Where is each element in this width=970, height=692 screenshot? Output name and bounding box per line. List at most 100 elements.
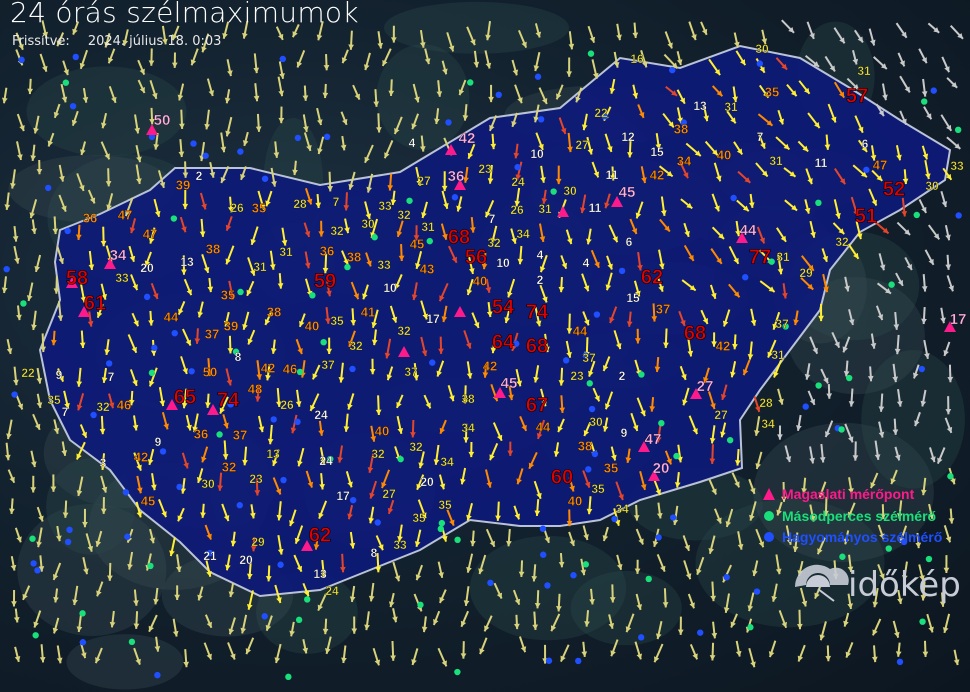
station-dot[interactable] <box>279 55 287 63</box>
station-dot[interactable] <box>429 359 436 366</box>
station-dot[interactable] <box>294 134 302 142</box>
station-dot[interactable] <box>148 369 156 377</box>
station-dot[interactable] <box>645 575 652 583</box>
station-dot[interactable] <box>593 311 601 318</box>
station-dot[interactable] <box>3 265 10 273</box>
station-dot[interactable] <box>374 519 381 526</box>
station-dot[interactable] <box>888 281 895 288</box>
station-dot[interactable] <box>69 102 77 110</box>
station-dot[interactable] <box>18 56 25 64</box>
station-dot[interactable] <box>72 53 79 61</box>
station-dot[interactable] <box>495 91 502 99</box>
station-dot[interactable] <box>122 489 130 496</box>
station-dot[interactable] <box>236 502 243 509</box>
station-dot[interactable] <box>670 514 677 521</box>
station-dot[interactable] <box>406 197 413 204</box>
station-dot[interactable] <box>696 629 704 636</box>
station-dot[interactable] <box>585 466 592 473</box>
high-altitude-marker[interactable] <box>78 306 90 317</box>
station-dot[interactable] <box>925 555 933 563</box>
station-dot[interactable] <box>534 73 542 80</box>
station-dot[interactable] <box>550 188 557 195</box>
station-dot[interactable] <box>839 553 846 560</box>
station-dot[interactable] <box>753 588 761 595</box>
station-dot[interactable] <box>918 365 926 373</box>
station-dot[interactable] <box>237 148 244 155</box>
station-dot[interactable] <box>20 300 27 307</box>
station-dot[interactable] <box>304 596 311 603</box>
station-dot[interactable] <box>79 610 86 617</box>
station-dot[interactable] <box>815 199 822 207</box>
station-dot[interactable] <box>349 365 356 373</box>
station-dot[interactable] <box>487 579 494 587</box>
high-altitude-marker[interactable] <box>690 388 702 399</box>
station-dot[interactable] <box>188 368 195 375</box>
station-dot[interactable] <box>277 561 284 568</box>
station-dot[interactable] <box>730 194 737 202</box>
station-dot[interactable] <box>669 66 676 74</box>
station-dot[interactable] <box>900 538 908 546</box>
station-dot[interactable] <box>545 657 553 664</box>
station-dot[interactable] <box>673 452 680 460</box>
high-altitude-marker[interactable] <box>445 144 457 155</box>
station-dot[interactable] <box>723 574 730 581</box>
station-dot[interactable] <box>838 426 845 433</box>
station-dot[interactable] <box>34 567 41 574</box>
station-dot[interactable] <box>601 113 608 120</box>
station-dot[interactable] <box>344 263 351 271</box>
station-dot[interactable] <box>261 175 269 182</box>
station-dot[interactable] <box>845 374 853 382</box>
station-dot[interactable] <box>417 601 424 609</box>
station-dot[interactable] <box>64 227 71 235</box>
high-altitude-marker[interactable] <box>454 179 466 190</box>
station-dot[interactable] <box>582 352 589 359</box>
station-dot[interactable] <box>726 436 734 444</box>
station-dot[interactable] <box>30 560 37 567</box>
station-dot[interactable] <box>147 562 154 570</box>
high-altitude-marker[interactable] <box>301 540 313 551</box>
station-dot[interactable] <box>105 360 113 367</box>
station-dot[interactable] <box>171 329 178 337</box>
station-dot[interactable] <box>885 545 892 552</box>
station-dot[interactable] <box>454 668 461 676</box>
station-dot[interactable] <box>124 533 131 540</box>
high-altitude-marker[interactable] <box>207 404 219 415</box>
station-dot[interactable] <box>170 215 178 222</box>
station-dot[interactable] <box>618 267 626 275</box>
station-dot[interactable] <box>296 368 304 376</box>
station-dot[interactable] <box>445 119 452 126</box>
high-altitude-marker[interactable] <box>104 258 116 269</box>
station-dot[interactable] <box>309 292 316 299</box>
station-dot[interactable] <box>921 98 928 105</box>
station-dot[interactable] <box>570 572 577 579</box>
station-dot[interactable] <box>815 382 822 389</box>
station-dot[interactable] <box>437 525 445 533</box>
station-dot[interactable] <box>582 561 590 568</box>
station-dot[interactable] <box>159 448 167 455</box>
station-dot[interactable] <box>611 515 618 523</box>
station-dot[interactable] <box>216 431 223 438</box>
station-dot[interactable] <box>151 344 158 352</box>
high-altitude-marker[interactable] <box>611 196 623 207</box>
station-dot[interactable] <box>544 582 551 589</box>
station-dot[interactable] <box>232 348 240 355</box>
station-dot[interactable] <box>512 340 520 347</box>
station-dot[interactable] <box>29 535 36 542</box>
station-dot[interactable] <box>954 126 962 134</box>
station-dot[interactable] <box>270 416 277 423</box>
station-dot[interactable] <box>11 391 18 398</box>
station-dot[interactable] <box>747 624 754 631</box>
station-dot[interactable] <box>154 671 161 679</box>
station-dot[interactable] <box>66 526 73 534</box>
station-dot[interactable] <box>190 140 197 147</box>
station-dot[interactable] <box>782 323 789 330</box>
station-dot[interactable] <box>742 274 749 281</box>
station-dot[interactable] <box>655 534 662 541</box>
station-dot[interactable] <box>514 163 521 171</box>
station-dot[interactable] <box>562 357 570 364</box>
station-dot[interactable] <box>913 211 920 219</box>
station-dot[interactable] <box>294 418 301 426</box>
station-dot[interactable] <box>680 119 687 126</box>
station-dot[interactable] <box>148 133 156 141</box>
high-altitude-marker[interactable] <box>398 346 410 357</box>
